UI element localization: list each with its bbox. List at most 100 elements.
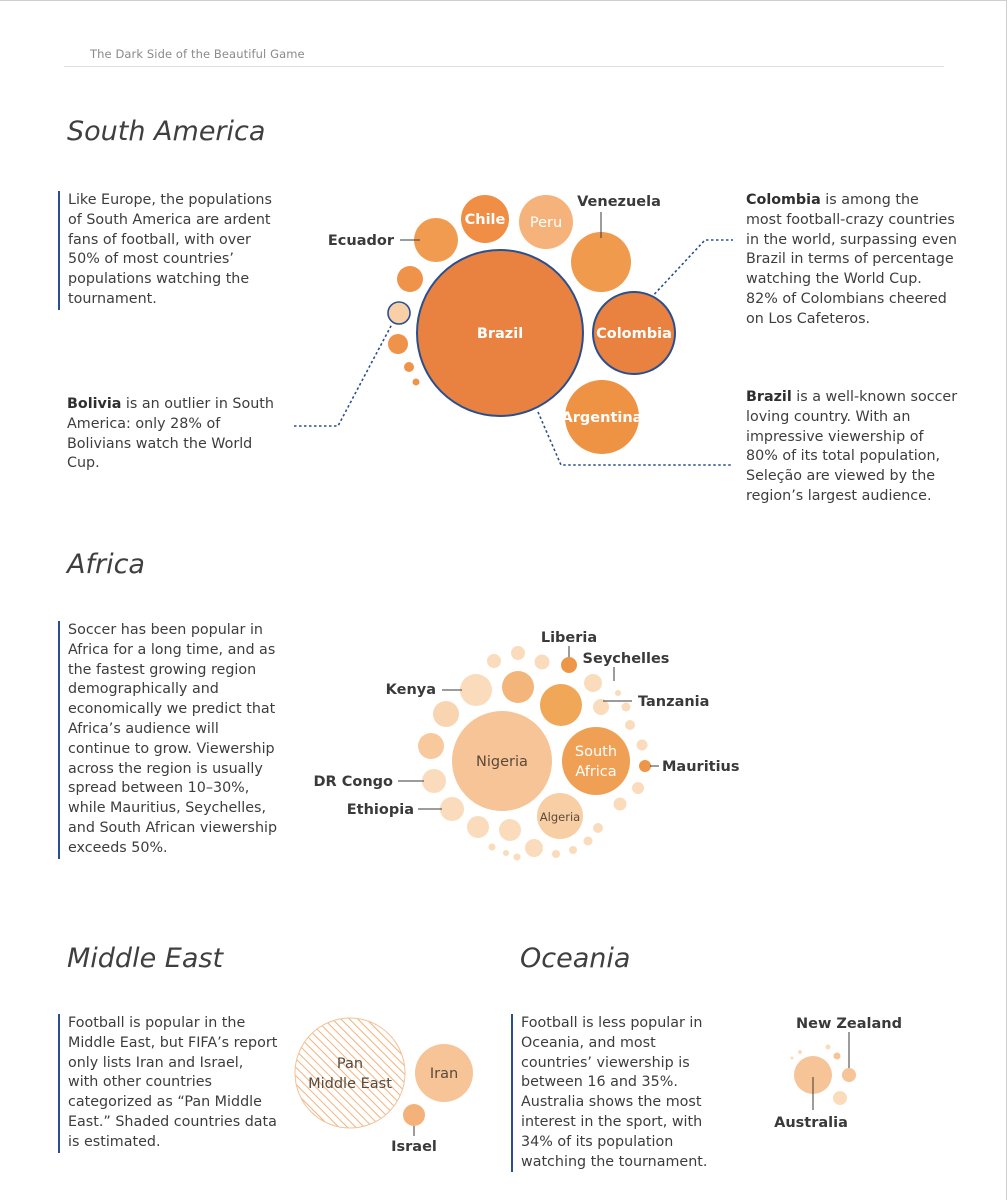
small-bubble [412,378,420,386]
new-zealand-label: New Zealand [796,1016,902,1032]
bolivia-callout-bold: Bolivia [67,396,122,412]
middle-east-intro: Football is popular in the Middle East, … [58,1014,278,1153]
section-title-africa: Africa [67,549,145,580]
south-africa-label-line2: Africa [575,764,616,780]
argentina-label: Argentina [562,410,643,426]
bolivia-leader-line [294,323,393,427]
peru-bubble [519,195,573,249]
south-america-intro: Like Europe, the populations of South Am… [58,191,278,310]
bubble [790,1056,794,1060]
bubble [433,701,459,727]
bubble [418,733,444,759]
south-africa-bubble [562,727,630,795]
venezuela-bubble [571,232,631,292]
bubble [833,1052,841,1060]
bubble [534,654,550,670]
section-title-oceania: Oceania [520,943,631,974]
pan-middle-east-label-line1: Pan [337,1056,363,1072]
dr-congo-bubble [422,769,446,793]
chile-bubble [461,195,509,243]
bubble [798,1050,802,1054]
bubble [552,850,560,858]
israel-bubble [403,1104,425,1126]
pan-middle-east-bubble [294,1017,406,1129]
running-title: The Dark Side of the Beautiful Game [90,47,305,61]
bubble [499,819,521,841]
iran-label: Iran [430,1066,458,1082]
bubble [613,797,627,811]
colombia-label: Colombia [596,326,672,342]
brazil-callout-text: is a well-known soccer loving country. W… [746,389,958,504]
brazil-callout: Brazil is a well-known soccer loving cou… [746,388,958,507]
nigeria-bubble [452,711,552,811]
chile-label: Chile [465,212,506,228]
south-africa-label-line1: South [575,744,617,760]
nigeria-label: Nigeria [476,754,528,770]
bubble [540,684,582,726]
bubble [593,823,603,833]
brazil-bubble [416,249,584,417]
liberia-bubble [561,657,577,673]
iran-bubble [415,1044,473,1102]
venezuela-label: Venezuela [577,194,661,210]
bubble [502,671,534,703]
mauritius-label: Mauritius [662,759,740,775]
seychelles-label: Seychelles [583,651,670,667]
algeria-bubble [537,793,583,839]
liberia-label: Liberia [541,630,597,646]
bubble [615,690,621,696]
bubble [584,674,602,692]
bubble [825,1044,831,1050]
peru-label: Peru [530,215,562,231]
bubble [833,1091,847,1105]
tanzania-label: Tanzania [638,694,709,710]
bubble [625,720,635,730]
ecuador-bubble [414,218,458,262]
bubble [513,853,521,861]
australia-bubble [794,1056,832,1094]
israel-label: Israel [391,1139,437,1155]
bubble [583,836,593,846]
argentina-bubble [565,380,639,454]
colombia-callout-bold: Colombia [746,192,821,208]
bubble [503,850,509,856]
oceania-intro: Football is less popular in Oceania, and… [511,1014,731,1173]
bubble [525,839,543,857]
section-title-south-america: South America [67,116,266,147]
bolivia-callout: Bolivia is an outlier in South America: … [67,395,287,474]
small-bubble [397,266,423,292]
new-zealand-bubble [842,1068,856,1082]
brazil-leader-line [537,411,733,466]
bubble [511,646,525,660]
bubble [636,739,648,751]
small-bubble [388,334,408,354]
bubble [467,816,489,838]
africa-intro: Soccer has been popular in Africa for a … [58,621,278,859]
header-rule [64,66,944,67]
mauritius-bubble [639,760,651,772]
ecuador-label: Ecuador [328,233,395,249]
algeria-label: Algeria [540,810,580,824]
ethiopia-bubble [440,797,464,821]
bubble [569,846,577,854]
small-bubble [404,362,414,372]
bubble [487,654,501,668]
dr-congo-label: DR Congo [313,774,393,790]
kenya-label: Kenya [386,682,436,698]
bolivia-callout-text: is an outlier in South America: only 28%… [67,396,274,472]
brazil-label: Brazil [477,326,523,342]
kenya-bubble [460,674,492,706]
colombia-bubble [592,291,676,375]
bolivia-bubble [387,301,411,325]
brazil-callout-bold: Brazil [746,389,792,405]
pan-middle-east-label-line2: Middle East [308,1076,392,1092]
section-title-middle-east: Middle East [67,943,224,974]
australia-label: Australia [774,1115,848,1131]
tanzania-bubble [593,699,609,715]
bubble [488,843,496,851]
